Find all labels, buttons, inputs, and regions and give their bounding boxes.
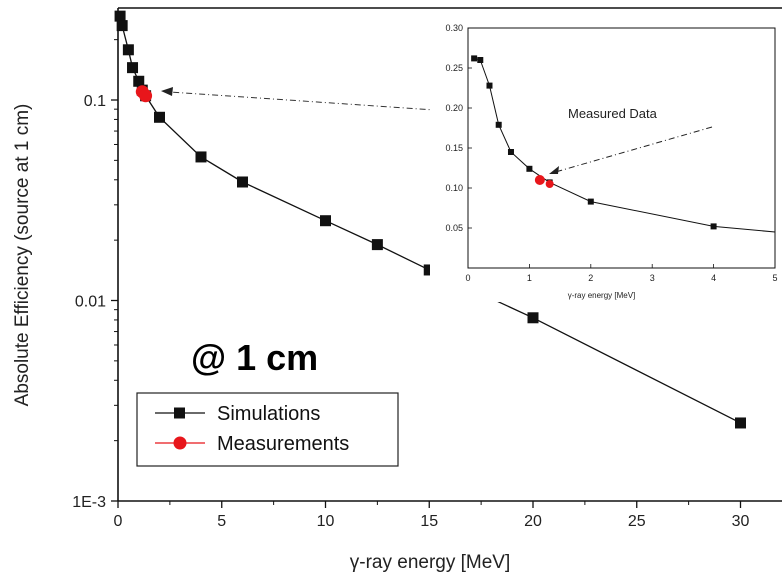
x-axis-title: γ-ray energy [MeV]: [350, 552, 511, 573]
inset-data-point-simulations: [526, 165, 533, 172]
legend-label: Simulations: [217, 403, 320, 425]
inset-data-point-simulations: [477, 57, 484, 63]
y-tick-label: 0.01: [75, 294, 106, 311]
data-point-simulations: [127, 62, 139, 74]
inset-pointer-arrowhead: [549, 166, 559, 174]
inset-pointer-line: [551, 126, 713, 174]
data-point-simulations: [116, 20, 128, 32]
data-point-simulations: [735, 417, 746, 429]
inset-data-point-simulations: [471, 55, 478, 62]
inset-y-tick-label: 0.10: [445, 183, 463, 193]
x-tick-label: 0: [114, 513, 123, 530]
x-tick-label: 25: [628, 513, 646, 530]
data-point-simulations: [423, 264, 435, 276]
x-tick-label: 20: [524, 513, 542, 530]
inset-x-tick-label: 5: [772, 273, 777, 283]
data-point-simulations: [133, 75, 145, 87]
y-tick-label: 1E-3: [72, 494, 106, 511]
data-point-simulations: [114, 10, 126, 22]
data-point-simulations: [195, 151, 207, 163]
distance-annotation: @ 1 cm: [191, 337, 318, 378]
data-point-simulations: [320, 215, 331, 227]
inset-x-tick-label: 0: [465, 273, 470, 283]
legend-marker-square: [174, 407, 185, 419]
inset-data-point-measurements: [534, 175, 545, 185]
data-point-simulations: [154, 111, 165, 123]
inset-x-tick-label: 2: [588, 273, 593, 283]
data-point-simulations: [122, 44, 134, 56]
x-tick-label: 30: [732, 513, 750, 530]
inset-x-tick-label: 1: [527, 273, 532, 283]
inset-series-line-simulations: [474, 57, 776, 233]
x-tick-label: 5: [217, 513, 226, 530]
y-axis-title: Absolute Efficiency (source at 1 cm): [12, 104, 33, 407]
inset-x-tick-label: 3: [650, 273, 655, 283]
data-point-measurements: [139, 89, 153, 103]
inset-x-tick-label: 4: [711, 273, 716, 283]
inset-y-tick-label: 0.05: [445, 223, 463, 233]
legend-marker-circle: [173, 436, 187, 450]
data-point-simulations: [527, 312, 539, 324]
inset-measured-data-label: Measured Data: [568, 106, 658, 121]
inset-y-tick-label: 0.30: [445, 23, 463, 33]
inset-x-axis-title: γ-ray energy [MeV]: [568, 291, 636, 300]
main-pointer-line: [169, 91, 686, 128]
inset-y-tick-label: 0.15: [445, 143, 463, 153]
inset-data-point-simulations: [495, 121, 502, 128]
inset-data-point-simulations: [587, 198, 594, 205]
inset-data-point-simulations: [486, 82, 493, 89]
x-tick-label: 10: [317, 513, 335, 530]
inset-background: [430, 12, 780, 302]
legend-box: [136, 392, 399, 467]
inset-data-point-measurements: [545, 180, 554, 188]
data-point-simulations: [371, 239, 383, 251]
inset-data-point-simulations: [507, 149, 514, 155]
y-tick-label: 0.1: [84, 93, 106, 110]
x-tick-label: 15: [420, 513, 438, 530]
inset-y-tick-label: 0.20: [445, 103, 463, 113]
legend-label: Measurements: [217, 433, 349, 455]
data-point-simulations: [237, 176, 248, 188]
main-pointer-arrowhead: [161, 87, 173, 96]
inset-y-tick-label: 0.25: [445, 63, 463, 73]
inset-data-point-simulations: [710, 223, 717, 230]
